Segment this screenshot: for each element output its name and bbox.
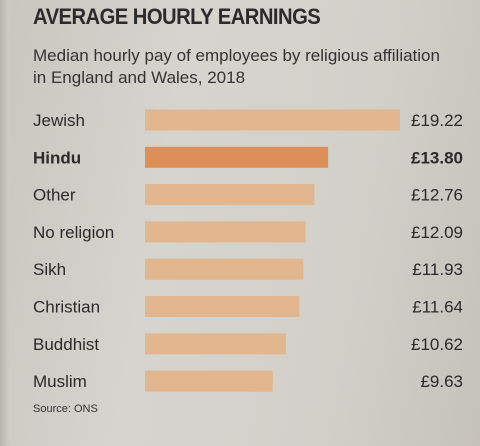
value-label-sikh: £11.93 [412,260,463,279]
chart-title: AVERAGE HOURLY EARNINGS [33,4,321,29]
value-label-other: £12.76 [411,186,463,205]
value-label-no-religion: £12.09 [411,223,463,242]
value-label-buddhist: £10.62 [411,335,463,354]
bar-jewish [145,109,400,131]
bar-muslim [145,370,273,392]
category-label-sikh: Sikh [33,260,66,279]
category-label-buddhist: Buddhist [33,335,99,354]
category-label-no-religion: No religion [33,223,114,242]
category-label-hindu: Hindu [33,148,81,167]
chart-subtitle: Median hourly pay of employees by religi… [33,46,440,87]
bar-buddhist [145,333,286,355]
value-label-hindu: £13.80 [411,148,463,167]
bar-no-religion [145,221,306,243]
category-label-christian: Christian [33,298,100,317]
value-label-jewish: £19.22 [411,111,463,130]
page-edge [0,0,10,446]
category-label-muslim: Muslim [33,372,87,391]
bar-christian [145,296,300,317]
category-label-jewish: Jewish [33,111,85,130]
bar-sikh [145,258,304,280]
value-label-muslim: £9.63 [420,372,463,391]
category-label-other: Other [33,186,76,205]
source-note: Source: ONS [33,403,98,415]
bar-hindu [145,146,329,168]
bar-other [145,184,315,206]
value-label-christian: £11.64 [412,298,463,317]
